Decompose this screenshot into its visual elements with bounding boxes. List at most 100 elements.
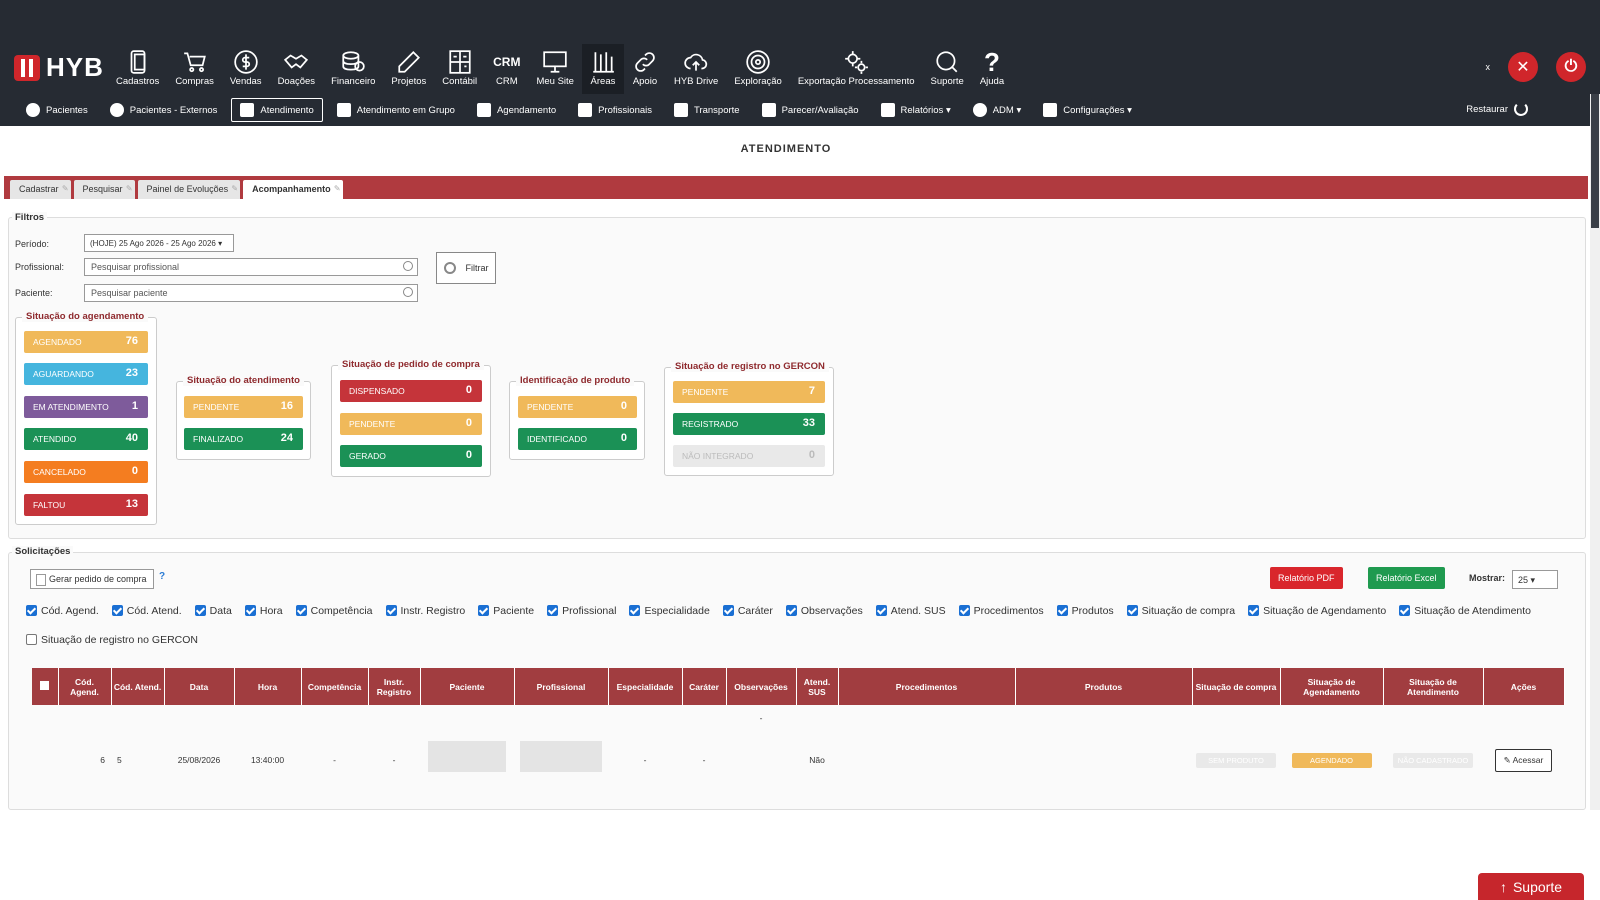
mostrar-select[interactable]: 25 ▾: [1512, 570, 1558, 589]
col-competencia[interactable]: Competência: [301, 668, 369, 705]
checkbox[interactable]: [547, 605, 559, 616]
col-acoes[interactable]: Ações: [1483, 668, 1565, 705]
toggle-situacao-agendamento[interactable]: Situação de Agendamento: [1248, 596, 1386, 625]
status-agendado[interactable]: AGENDADO 76: [24, 331, 148, 353]
tab-cadastrar[interactable]: Cadastrar ✎: [10, 180, 71, 199]
module-exportacao[interactable]: Exportação Processamento: [790, 44, 923, 94]
gercon-registrado[interactable]: REGISTRADO 33: [673, 413, 825, 435]
gercon-nao-integrado[interactable]: NÃO INTEGRADO 0: [673, 445, 825, 467]
module-contabil[interactable]: Contábil: [434, 44, 485, 94]
status-cancelado[interactable]: CANCELADO 0: [24, 461, 148, 483]
paciente-search-input[interactable]: Pesquisar paciente: [84, 284, 418, 302]
col-procedimentos[interactable]: Procedimentos: [838, 668, 1016, 705]
col-instr-registro[interactable]: Instr. Registro: [368, 668, 421, 705]
checkbox[interactable]: [1399, 605, 1411, 616]
subnav-atendimento-grupo[interactable]: Atendimento em Grupo: [329, 99, 463, 121]
checkbox[interactable]: [1248, 605, 1260, 616]
subnav-pacientes[interactable]: Pacientes: [18, 99, 96, 121]
profissional-search-input[interactable]: Pesquisar profissional: [84, 258, 418, 276]
col-especialidade[interactable]: Especialidade: [608, 668, 683, 705]
subnav-agendamento[interactable]: Agendamento: [469, 99, 564, 121]
toggle-instr-registro[interactable]: Instr. Registro: [385, 596, 465, 625]
toggle-situacao-compra[interactable]: Situação de compra: [1126, 596, 1235, 625]
toggle-hora[interactable]: Hora: [244, 596, 283, 625]
subnav-atendimento[interactable]: Atendimento: [231, 98, 323, 122]
toggle-situacao-atendimento[interactable]: Situação de Atendimento: [1399, 596, 1531, 625]
module-doacoes[interactable]: Doações: [270, 44, 324, 94]
restore-button[interactable]: Restaurar: [1466, 102, 1528, 116]
status-atendido[interactable]: ATENDIDO 40: [24, 428, 148, 450]
module-areas[interactable]: Áreas: [581, 44, 624, 94]
pedido-gerado[interactable]: GERADO 0: [340, 445, 482, 467]
search-icon[interactable]: [403, 261, 413, 271]
checkbox[interactable]: [111, 605, 123, 616]
module-compras[interactable]: Compras: [167, 44, 222, 94]
toggle-atend-sus[interactable]: Atend. SUS: [875, 596, 946, 625]
col-cod-agend[interactable]: Cód. Agend.: [58, 668, 112, 705]
toggle-competencia[interactable]: Competência: [295, 596, 373, 625]
col-carater[interactable]: Caráter: [682, 668, 727, 705]
acessar-button[interactable]: ✎ Acessar: [1494, 748, 1553, 772]
select-all-checkbox[interactable]: [40, 681, 50, 690]
col-profissional[interactable]: Profissional: [514, 668, 609, 705]
tab-painel-evolucoes[interactable]: Painel de Evoluções ✎: [137, 180, 241, 199]
checkbox[interactable]: [785, 605, 797, 616]
toggle-procedimentos[interactable]: Procedimentos: [958, 596, 1044, 625]
tools-icon[interactable]: ✕: [1508, 52, 1538, 82]
subnav-transporte[interactable]: Transporte: [666, 99, 748, 121]
select-all-header[interactable]: [32, 668, 59, 705]
toggle-data[interactable]: Data: [194, 596, 232, 625]
gerar-pedido-button[interactable]: Gerar pedido de compra: [30, 569, 154, 589]
relatorio-pdf-button[interactable]: Relatório PDF: [1270, 567, 1343, 589]
col-situacao-atendimento[interactable]: Situação de Atendimento: [1383, 668, 1484, 705]
subnav-adm[interactable]: ADM ▾: [965, 99, 1030, 121]
gercon-pendente[interactable]: PENDENTE 7: [673, 381, 825, 403]
col-cod-atend[interactable]: Cód. Atend.: [111, 668, 165, 705]
subnav-pacientes-externos[interactable]: Pacientes - Externos: [102, 99, 226, 121]
filtrar-button[interactable]: Filtrar: [436, 252, 496, 284]
periodo-select[interactable]: (HOJE) 25 Ago 2026 - 25 Ago 2026 ▾: [84, 234, 234, 252]
col-data[interactable]: Data: [164, 668, 235, 705]
tab-acompanhamento[interactable]: Acompanhamento ✎: [243, 180, 343, 200]
checkbox[interactable]: [629, 605, 641, 616]
checkbox[interactable]: [1056, 605, 1068, 616]
search-icon[interactable]: [403, 287, 413, 297]
checkbox[interactable]: [478, 605, 490, 616]
produto-pendente[interactable]: PENDENTE 0: [518, 396, 637, 418]
module-hyb-drive[interactable]: HYB Drive: [666, 44, 726, 94]
col-atend-sus[interactable]: Atend. SUS: [796, 668, 839, 705]
toggle-situacao-gercon[interactable]: Situação de registro no GERCON: [26, 625, 198, 654]
col-observacoes[interactable]: Observações: [726, 668, 797, 705]
module-meu-site[interactable]: Meu Site: [528, 44, 582, 94]
toggle-especialidade[interactable]: Especialidade: [629, 596, 710, 625]
col-situacao-compra[interactable]: Situação de compra: [1192, 668, 1281, 705]
hyb-logo[interactable]: HYB: [14, 52, 104, 83]
scrollbar-thumb[interactable]: [1591, 94, 1599, 228]
help-icon[interactable]: ?: [159, 571, 166, 582]
module-ajuda[interactable]: ? Ajuda: [972, 44, 1012, 94]
module-exploracao[interactable]: Exploração: [726, 44, 790, 94]
module-apoio[interactable]: Apoio: [624, 44, 666, 94]
page-scrollbar[interactable]: [1590, 94, 1600, 810]
toggle-produtos[interactable]: Produtos: [1056, 596, 1114, 625]
module-projetos[interactable]: Projetos: [383, 44, 434, 94]
toggle-profissional[interactable]: Profissional: [547, 596, 616, 625]
atendimento-finalizado[interactable]: FINALIZADO 24: [184, 428, 303, 450]
subnav-relatorios[interactable]: Relatórios ▾: [873, 99, 959, 121]
col-situacao-agendamento[interactable]: Situação de Agendamento: [1280, 668, 1384, 705]
toggle-paciente[interactable]: Paciente: [478, 596, 534, 625]
subnav-configuracoes[interactable]: Configurações ▾: [1035, 99, 1140, 121]
status-aguardando[interactable]: AGUARDANDO 23: [24, 363, 148, 385]
collapse-toggle[interactable]: x: [1485, 62, 1491, 72]
checkbox[interactable]: [875, 605, 887, 616]
produto-identificado[interactable]: IDENTIFICADO 0: [518, 428, 637, 450]
module-cadastros[interactable]: Cadastros: [108, 44, 167, 94]
module-financeiro[interactable]: Financeiro: [323, 44, 383, 94]
checkbox[interactable]: [295, 605, 307, 616]
col-produtos[interactable]: Produtos: [1015, 668, 1193, 705]
col-paciente[interactable]: Paciente: [420, 668, 515, 705]
toggle-carater[interactable]: Caráter: [722, 596, 773, 625]
pedido-dispensado[interactable]: DISPENSADO 0: [340, 380, 482, 402]
suporte-floating-button[interactable]: ↑ Suporte: [1478, 873, 1584, 900]
subnav-profissionais[interactable]: Profissionais: [570, 99, 660, 121]
